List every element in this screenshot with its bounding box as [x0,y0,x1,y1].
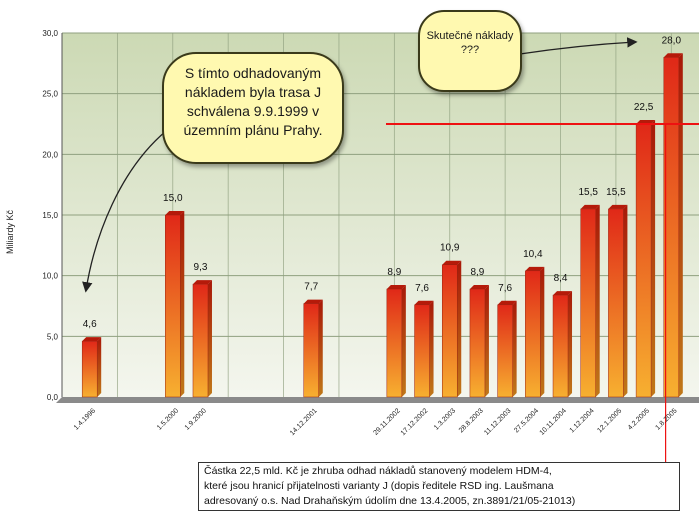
bar-side [180,211,185,397]
x-tick-label: 1.3.2003 [433,407,457,431]
approval-callout: S tímto odhadovaným nákladem byla trasa … [162,52,344,164]
bar-side [207,280,212,397]
bar-top [580,204,600,209]
bar [165,214,181,398]
x-tick-label: 14.12.2001 [289,407,319,437]
x-tick-label: 17.12.2002 [400,407,430,437]
y-tick-label: 30,0 [42,29,58,38]
value-label: 4,6 [83,319,97,330]
bar-side [512,300,517,397]
x-tick-label: 1.8.2005 [655,407,679,431]
bar-side [318,299,323,397]
bar-top [82,337,102,342]
bar-side [678,53,683,398]
value-label: 7,6 [415,283,429,294]
bars [81,53,683,398]
y-tick-label: 20,0 [42,150,58,159]
actual-cost-callout: Skutečné náklady ??? [418,10,522,92]
bar [580,208,596,398]
bar-top [497,300,517,305]
bar [497,304,513,398]
bar-side [623,204,628,397]
bar [635,123,652,398]
value-label: 15,0 [163,193,183,204]
x-tick-label: 27.5.2004 [513,407,540,434]
bar [663,57,680,398]
x-tick-label: 4.2.2005 [627,407,651,431]
x-tick-label: 11.12.2003 [483,407,512,436]
callout-arrow [82,130,167,293]
bar-side [651,120,656,397]
bar-side [568,291,573,397]
y-tick-label: 25,0 [42,90,58,99]
bar [525,270,541,398]
value-label: 8,9 [470,267,484,278]
bar [552,294,569,398]
value-label: 10,4 [523,249,543,260]
value-label: 28,0 [662,35,682,46]
x-tick-label: 1.4.1996 [73,407,97,431]
value-label: 10,9 [440,243,460,254]
callout-arrow-2 [519,37,638,55]
bar [81,340,98,398]
bar-top [303,299,323,304]
bar-side [595,204,600,397]
value-label: 8,9 [387,267,401,278]
x-tick-label: 10.11.2004 [539,407,568,436]
x-tick-label: 28.8.2003 [458,407,485,434]
bar-top [165,211,185,215]
x-tick-label: 1.12.2004 [569,407,596,434]
value-label: 7,7 [304,282,318,293]
footnote-box: Částka 22,5 mld. Kč je zhruba odhad nákl… [198,462,680,511]
x-tick-label: 1.9.2000 [184,407,208,431]
bar-side [97,337,102,397]
plot-background [56,33,699,403]
value-label: 9,3 [194,262,208,273]
bar-top [525,266,545,271]
bar-side [401,285,406,397]
y-tick-label: 5,0 [47,332,59,341]
value-labels: 4,6 15,0 9,3 7,7 8,9 7,6 10,9 8,9 7,6 10,4 8,4 15,5… [83,35,699,462]
bar [303,303,320,398]
value-label: 15,5 [606,187,626,198]
value-label: 8,4 [554,273,568,284]
value-label: 22,5 [634,102,654,113]
x-tick-label: 12.1.2005 [596,407,623,434]
bar [608,208,624,398]
bar-top [469,285,489,290]
bar-side [429,300,434,397]
value-label: 7,6 [498,283,512,294]
x-tick-label: 1.5.2000 [156,407,180,431]
y-axis-label: Miliardy Kč [5,210,15,255]
bar [414,304,430,398]
bar-top [553,291,573,296]
bar-top [442,260,462,265]
y-tick-label: 15,0 [42,211,58,220]
bar [386,288,403,398]
x-tick-label: 29.11.2002 [372,407,401,436]
bar-side [484,285,489,397]
bar [469,288,486,398]
bar-top [386,285,406,290]
y-tick-label: 0,0 [47,393,59,402]
plot-floor [56,397,699,403]
bar-top [663,53,683,58]
bar-top [414,300,434,305]
bar-side [540,266,545,397]
bar-top [608,204,628,209]
bar [192,283,209,398]
value-label: 15,5 [578,187,598,198]
bar-side [457,260,462,397]
y-tick-label: 10,0 [42,272,58,281]
bar [441,264,458,398]
bar-top [192,280,212,285]
